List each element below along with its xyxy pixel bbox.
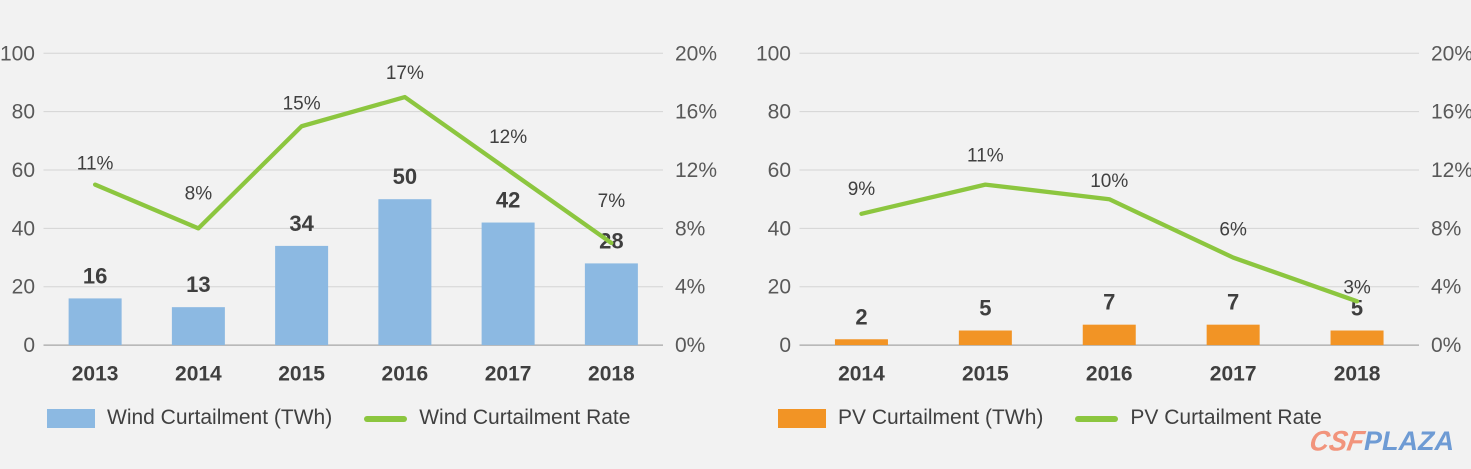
- svg-text:42: 42: [496, 188, 520, 213]
- svg-text:2015: 2015: [962, 363, 1009, 386]
- svg-text:2016: 2016: [1086, 363, 1133, 386]
- svg-text:7: 7: [1227, 290, 1239, 315]
- svg-text:12%: 12%: [675, 159, 717, 182]
- svg-text:20: 20: [768, 276, 791, 299]
- svg-text:2014: 2014: [175, 363, 222, 386]
- svg-text:2018: 2018: [1334, 363, 1381, 386]
- svg-text:80: 80: [768, 101, 791, 124]
- svg-text:40: 40: [768, 217, 791, 240]
- svg-text:0%: 0%: [1431, 334, 1461, 357]
- svg-text:0: 0: [23, 334, 35, 357]
- svg-text:4%: 4%: [675, 276, 705, 299]
- svg-text:8%: 8%: [675, 217, 705, 240]
- svg-text:3%: 3%: [1343, 277, 1371, 298]
- svg-text:2016: 2016: [382, 363, 429, 386]
- svg-text:2: 2: [855, 304, 867, 329]
- svg-text:11%: 11%: [77, 154, 114, 175]
- svg-text:12%: 12%: [489, 127, 527, 148]
- svg-text:16%: 16%: [675, 101, 717, 124]
- svg-text:34: 34: [289, 211, 314, 236]
- svg-text:9%: 9%: [848, 179, 876, 200]
- svg-text:8%: 8%: [1431, 217, 1461, 240]
- svg-text:4%: 4%: [1431, 276, 1461, 299]
- svg-text:2017: 2017: [485, 363, 532, 386]
- svg-text:13: 13: [186, 272, 210, 297]
- svg-text:10%: 10%: [1090, 171, 1128, 192]
- svg-text:2017: 2017: [1210, 363, 1257, 386]
- svg-text:60: 60: [12, 159, 35, 182]
- svg-text:16: 16: [83, 263, 107, 288]
- svg-text:7: 7: [1103, 290, 1115, 315]
- svg-text:12%: 12%: [1431, 159, 1471, 182]
- svg-text:100: 100: [756, 42, 791, 65]
- svg-text:15%: 15%: [283, 93, 321, 114]
- svg-text:6%: 6%: [1219, 220, 1247, 241]
- svg-text:80: 80: [12, 101, 35, 124]
- svg-text:20%: 20%: [675, 42, 717, 65]
- svg-text:11%: 11%: [967, 146, 1004, 167]
- svg-text:40: 40: [12, 217, 35, 240]
- svg-text:0%: 0%: [675, 334, 705, 357]
- svg-text:17%: 17%: [386, 63, 424, 84]
- svg-text:100: 100: [0, 42, 35, 65]
- svg-text:0: 0: [779, 334, 791, 357]
- svg-text:8%: 8%: [185, 183, 213, 204]
- svg-text:20: 20: [12, 276, 35, 299]
- svg-text:2018: 2018: [588, 363, 635, 386]
- svg-text:7%: 7%: [598, 191, 626, 212]
- svg-text:20%: 20%: [1431, 42, 1471, 65]
- svg-text:2013: 2013: [72, 363, 119, 386]
- svg-text:16%: 16%: [1431, 101, 1471, 124]
- svg-text:2015: 2015: [278, 363, 325, 386]
- svg-text:50: 50: [393, 164, 417, 189]
- svg-text:5: 5: [979, 296, 991, 321]
- svg-text:2014: 2014: [838, 363, 885, 386]
- svg-text:60: 60: [768, 159, 791, 182]
